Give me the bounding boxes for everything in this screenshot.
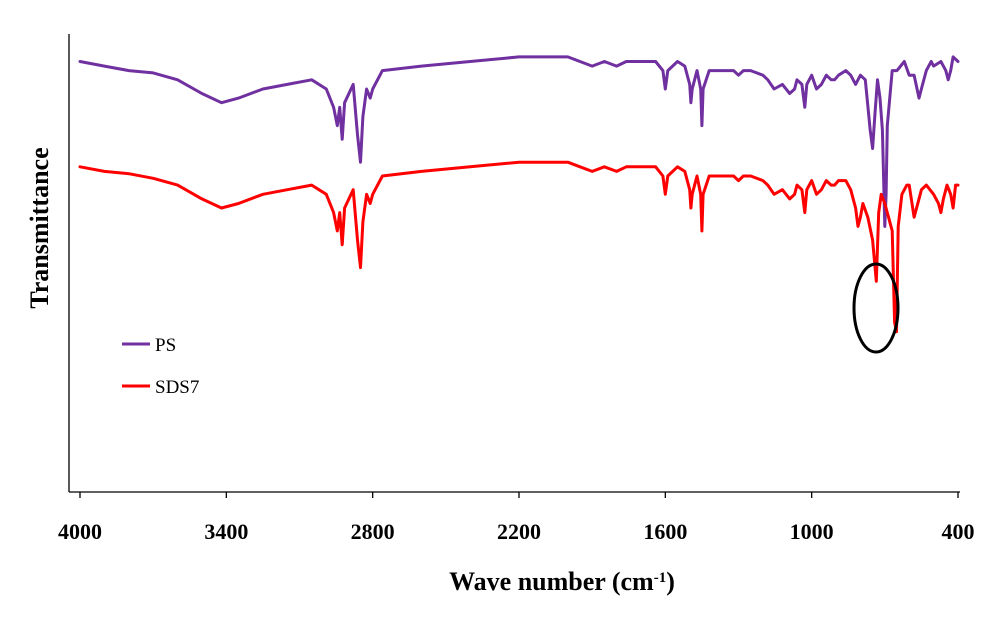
x-tick-label-3400: 3400 — [204, 519, 248, 544]
x-tick-label-400: 400 — [942, 519, 975, 544]
peak-highlight-ellipse — [852, 262, 900, 354]
x-tick-label-4000: 4000 — [58, 519, 102, 544]
legend-label-sds7: SDS7 — [155, 377, 199, 398]
x-axis-title: Wave number (cm-1) — [449, 567, 675, 596]
series-line-ps — [78, 55, 960, 228]
x-tick-label-1600: 1600 — [643, 519, 687, 544]
y-axis-title: Transmittance — [25, 147, 54, 308]
x-tick-label-1000: 1000 — [790, 519, 834, 544]
legend: PS SDS7 — [122, 335, 199, 398]
x-tick-label-2800: 2800 — [351, 519, 395, 544]
x-axis: 4000 3400 2800 2200 1600 1000 400 — [58, 491, 975, 544]
series-group — [78, 55, 960, 334]
series-line-sds7 — [78, 160, 960, 334]
x-tick-group: 4000 3400 2800 2200 1600 1000 400 — [58, 492, 975, 544]
x-axis-title-sup: -1 — [654, 570, 667, 586]
x-axis-title-suffix: ) — [666, 567, 675, 596]
x-tick-label-2200: 2200 — [497, 519, 541, 544]
x-axis-title-main: Wave number (cm — [449, 567, 654, 596]
legend-label-ps: PS — [155, 335, 176, 356]
